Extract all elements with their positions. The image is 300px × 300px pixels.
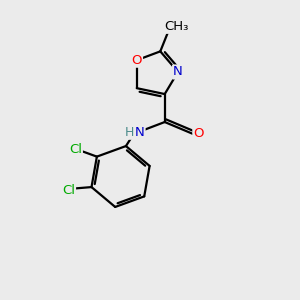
- Text: Cl: Cl: [69, 143, 82, 156]
- Text: Cl: Cl: [62, 184, 75, 196]
- Text: O: O: [131, 54, 142, 67]
- Text: N: N: [173, 65, 183, 79]
- Text: H: H: [125, 126, 134, 139]
- Text: CH₃: CH₃: [164, 20, 189, 33]
- Text: N: N: [135, 126, 145, 139]
- Text: O: O: [193, 127, 204, 140]
